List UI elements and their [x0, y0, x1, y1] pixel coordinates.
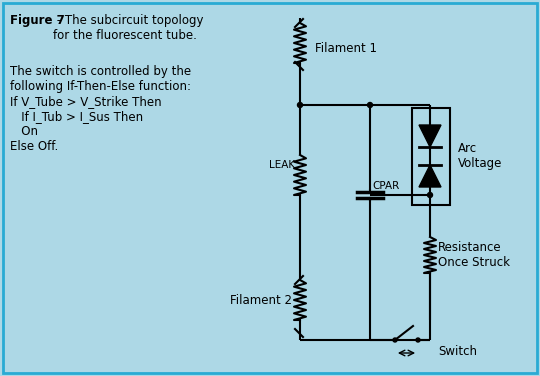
Text: - The subcircuit topology
for the fluorescent tube.: - The subcircuit topology for the fluore…: [53, 14, 204, 42]
Circle shape: [416, 338, 420, 342]
Text: Arc
Voltage: Arc Voltage: [458, 143, 502, 170]
Text: Switch: Switch: [438, 345, 477, 358]
Text: The switch is controlled by the
following If-Then-Else function:
If V_Tube > V_S: The switch is controlled by the followin…: [10, 65, 191, 153]
Text: Filament 2: Filament 2: [230, 294, 292, 306]
Text: Filament 1: Filament 1: [315, 41, 377, 55]
Polygon shape: [419, 165, 441, 187]
Text: Figure 7: Figure 7: [10, 14, 65, 27]
Text: Resistance
Once Struck: Resistance Once Struck: [438, 241, 510, 269]
Text: CPAR: CPAR: [372, 181, 399, 191]
Text: LEAK: LEAK: [269, 160, 295, 170]
Circle shape: [428, 193, 433, 197]
Polygon shape: [419, 125, 441, 147]
Circle shape: [368, 103, 373, 108]
Bar: [412, 108, 450, 205]
Circle shape: [393, 338, 397, 342]
Circle shape: [298, 103, 302, 108]
